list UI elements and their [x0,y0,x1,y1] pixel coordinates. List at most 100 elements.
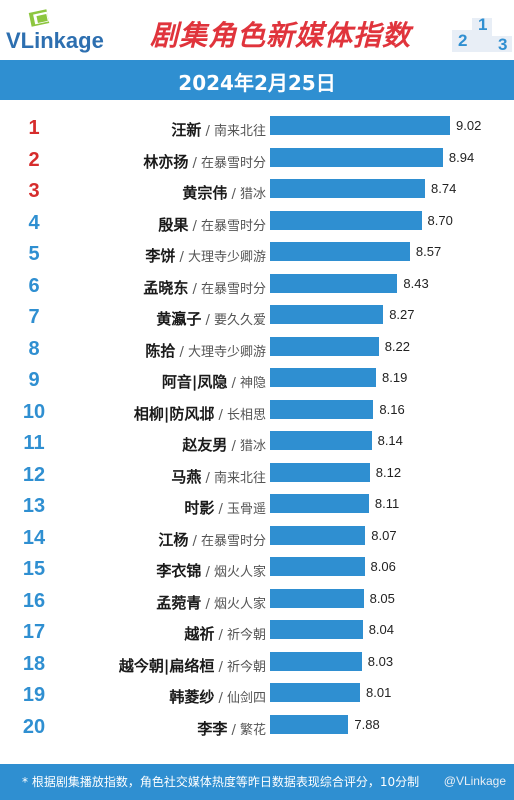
rank-number: 6 [28,274,40,297]
drama-title: 在暴雪时分 [200,218,266,234]
rank-number: 3 [28,180,40,202]
value-label: 8.22 [384,338,410,354]
chart-row: 18 越今朝|扁络桓 / 祈今朝 8.03 [0,649,514,680]
row-label: 孟菀青 / 烟火人家 [156,592,266,613]
chart-row: 14 江杨 / 在暴雪时分 8.07 [0,523,514,554]
watermark: @VLinkage [443,774,506,788]
character-name: 相柳|防风邶 [133,404,215,423]
row-label: 李饼 / 大理寺少卿游 [145,245,266,266]
podium-3: 3 [498,35,507,52]
separator: / [227,439,240,454]
chart-row: 19 韩菱纱 / 仙剑四 8.01 [0,680,514,711]
value-label: 8.03 [367,653,394,669]
logo-text: VLinkage [6,28,104,53]
row-label: 时影 / 玉骨遥 [184,497,266,518]
value-label: 8.16 [379,401,405,417]
value-bar [270,525,366,545]
value-label: 8.07 [371,527,397,543]
separator: / [227,722,240,738]
rank-number: 10 [22,400,46,423]
drama-title: 在暴雪时分 [200,281,266,297]
value-label: 7.88 [354,716,380,732]
separator: / [214,502,227,517]
row-label: 阿音|凤隐 / 神隐 [162,371,266,392]
chart-row: 12 马燕 / 南来北往 8.12 [0,460,514,491]
value-label: 8.74 [431,181,457,196]
row-label: 江杨 / 在暴雪时分 [158,529,266,550]
separator: / [227,376,240,391]
logo-icon [28,9,50,27]
character-name: 江杨 [158,530,189,549]
drama-title: 仙剑四 [226,691,266,706]
character-name: 时影 [184,499,215,517]
rank-number: 11 [23,432,45,454]
footer: * 根据剧集播放指数，角色社交媒体热度等昨日数据表现综合评分，10分制 @VLi… [0,764,514,800]
value-bar [270,431,372,450]
character-name: 汪新 [171,121,202,139]
value-bar [270,683,360,702]
chart-row: 20 李李 / 繁花 7.88 [0,712,514,743]
podium-icon: 2 1 3 [452,15,512,52]
character-name: 殷果 [158,215,189,234]
drama-title: 长相思 [226,407,266,423]
drama-title: 南来北往 [213,124,266,139]
rank-number: 19 [22,684,46,706]
rank-number: 16 [22,589,46,612]
row-label: 马燕 / 南来北往 [171,466,266,487]
rank-number: 5 [28,243,40,265]
value-bar [270,210,422,230]
rank-number: 15 [22,558,46,580]
value-bar [270,588,364,608]
rank-number: 12 [22,463,46,486]
character-name: 孟晓东 [143,278,189,297]
value-bar [270,714,349,734]
separator: / [188,218,201,234]
separator: / [214,691,227,706]
character-name: 陈拾 [145,341,176,360]
separator: / [201,313,214,328]
row-label: 陈拾 / 大理寺少卿游 [145,340,266,361]
value-label: 8.04 [368,622,394,637]
character-name: 越今朝|扁络桓 [118,656,215,675]
drama-title: 神隐 [239,376,266,391]
separator: / [188,281,201,297]
value-label: 8.14 [377,433,403,448]
value-bar [270,273,398,293]
value-label: 8.94 [448,149,475,165]
value-label: 8.01 [366,685,392,700]
character-name: 阿音|凤隐 [161,373,228,391]
chart-row: 16 孟菀青 / 烟火人家 8.05 [0,586,514,617]
row-label: 孟晓东 / 在暴雪时分 [143,277,266,298]
row-label: 越今朝|扁络桓 / 祈今朝 [119,655,266,676]
character-name: 李李 [197,719,228,738]
separator: / [201,124,214,139]
value-label: 8.12 [375,464,402,480]
rank-number: 17 [22,621,46,643]
value-bar [270,336,379,356]
rank-number: 18 [22,652,46,675]
chart-row: 10 相柳|防风邶 / 长相思 8.16 [0,397,514,428]
drama-title: 在暴雪时分 [200,155,266,171]
drama-title: 祈今朝 [226,628,266,643]
character-name: 黄宗伟 [182,184,228,202]
rank-number: 8 [28,337,40,360]
drama-title: 猎冰 [239,187,266,202]
character-name: 马燕 [171,467,202,486]
rank-number: 4 [28,211,40,234]
character-name: 孟菀青 [156,593,202,612]
separator: / [201,470,214,486]
value-bar [270,494,369,513]
value-bar [270,179,425,198]
podium-1: 1 [478,15,487,34]
separator: / [201,596,214,612]
value-label: 9.02 [456,118,482,133]
character-name: 越祈 [184,625,215,643]
row-label: 相柳|防风邶 / 长相思 [134,403,266,424]
vlinkage-logo: VLinkage [6,8,126,53]
value-label: 8.43 [403,275,429,291]
drama-title: 祈今朝 [226,659,266,675]
rank-number: 13 [22,495,46,517]
separator: / [214,628,227,643]
row-label: 黄瀛子 / 要久久爱 [156,308,266,329]
separator: / [188,155,201,171]
